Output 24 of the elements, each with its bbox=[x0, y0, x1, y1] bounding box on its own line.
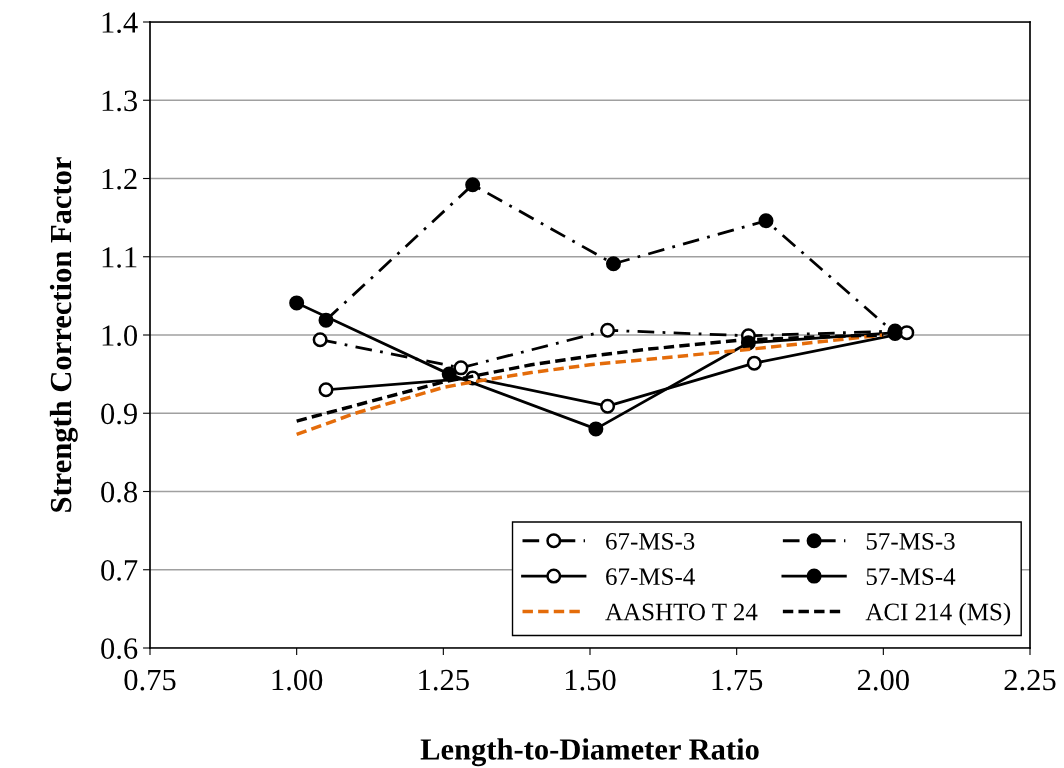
y-tick-label: 1.0 bbox=[102, 325, 138, 347]
x-tick-label: 0.75 bbox=[124, 669, 176, 691]
y-axis-title: Strength Correction Factor bbox=[49, 157, 78, 512]
x-axis-title: Length-to-Diameter Ratio bbox=[420, 738, 759, 767]
x-tick-label: 2.00 bbox=[857, 669, 909, 691]
legend-label: 57-MS-3 bbox=[866, 532, 955, 550]
y-tick-label: 1.4 bbox=[102, 12, 138, 34]
y-tick-label: 0.7 bbox=[101, 560, 138, 581]
y-tick-label: 1.2 bbox=[102, 168, 137, 190]
y-tick-label: 0.8 bbox=[101, 481, 138, 503]
legend-label: 67-MS-3 bbox=[606, 532, 695, 550]
x-tick-label: 2.25 bbox=[1004, 669, 1056, 691]
legend-label: ACI 214 (MS) bbox=[865, 602, 1011, 626]
legend-label: AASHTO T 24 bbox=[605, 603, 758, 621]
legend-label: 57-MS-4 bbox=[866, 568, 956, 586]
y-tick-label: 1.1 bbox=[102, 247, 137, 268]
legend-label: 67-MS-4 bbox=[606, 568, 695, 586]
x-tick-label: 1.00 bbox=[272, 669, 323, 691]
x-tick-label: 1.75 bbox=[712, 669, 763, 691]
x-tick-label: 1.50 bbox=[565, 669, 616, 691]
y-tick-label: 0.6 bbox=[101, 638, 138, 660]
x-tick-label: 1.25 bbox=[419, 669, 469, 691]
y-tick-label: 0.9 bbox=[101, 403, 137, 425]
y-tick-label: 1.3 bbox=[102, 90, 137, 112]
